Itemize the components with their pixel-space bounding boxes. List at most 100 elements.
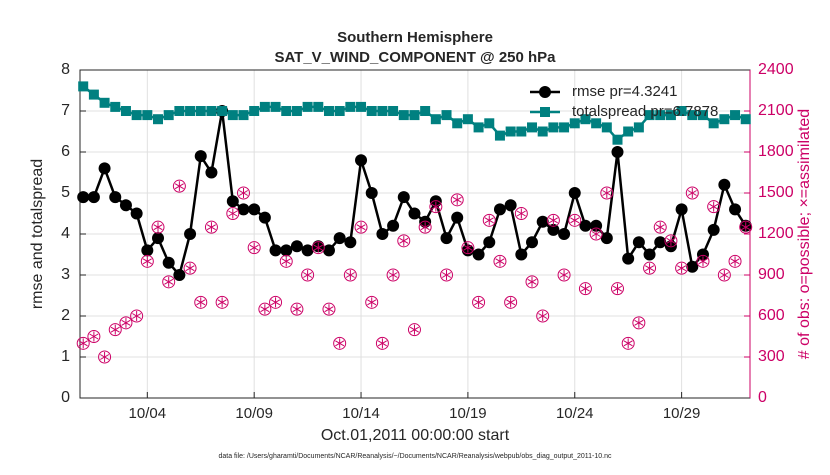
point	[109, 191, 122, 204]
point	[634, 317, 644, 328]
point	[248, 203, 261, 216]
point-stroke	[452, 196, 462, 203]
point-stroke	[484, 217, 494, 224]
point	[419, 215, 432, 228]
point	[259, 101, 270, 112]
point	[536, 309, 550, 323]
point	[301, 268, 315, 282]
point	[516, 126, 527, 137]
point	[131, 110, 142, 121]
point	[728, 254, 742, 268]
point	[98, 162, 111, 175]
point	[558, 228, 571, 240]
point	[356, 222, 366, 233]
point	[119, 316, 133, 330]
y-tick-label: 8	[61, 61, 70, 78]
point	[217, 106, 228, 116]
point	[719, 114, 730, 125]
point	[579, 219, 592, 232]
point	[407, 323, 421, 337]
point	[591, 118, 602, 129]
point	[258, 211, 271, 224]
point-stroke	[698, 258, 708, 265]
point	[290, 302, 304, 316]
point	[77, 191, 90, 204]
point-stroke	[580, 285, 590, 292]
point	[557, 268, 571, 282]
point	[493, 203, 506, 216]
point	[676, 106, 687, 116]
point	[612, 283, 623, 294]
point	[687, 188, 697, 198]
point	[292, 304, 302, 315]
point-stroke	[495, 258, 505, 265]
point	[174, 106, 185, 116]
point-stroke	[719, 272, 729, 278]
x-tick-label: 10/24	[556, 405, 594, 422]
point	[450, 193, 464, 207]
y-tick-label: 1	[61, 348, 70, 365]
y2-tick-label: 300	[758, 348, 785, 365]
point	[140, 254, 154, 268]
y2-tick-label: 600	[758, 307, 785, 324]
y2-tick-label: 0	[758, 389, 767, 406]
point	[569, 118, 580, 129]
point-stroke	[345, 272, 355, 278]
point	[356, 101, 367, 112]
y-tick-label: 6	[61, 143, 70, 160]
point	[184, 228, 197, 240]
point	[183, 261, 197, 275]
y-tick-label: 7	[61, 102, 70, 119]
point	[665, 110, 676, 121]
point	[322, 244, 335, 257]
point	[163, 110, 174, 121]
point	[333, 336, 347, 350]
point	[580, 283, 590, 294]
point-stroke	[420, 224, 430, 231]
point	[739, 220, 753, 234]
point-stroke	[516, 210, 526, 217]
point	[99, 97, 110, 108]
point	[431, 201, 441, 212]
point	[323, 106, 334, 116]
point	[504, 199, 517, 212]
point	[440, 268, 454, 282]
point	[303, 270, 313, 280]
point-stroke	[335, 340, 345, 347]
point	[227, 110, 238, 121]
point-stroke	[164, 278, 174, 285]
point	[408, 207, 421, 220]
point	[397, 234, 411, 248]
legend-marker	[539, 86, 551, 98]
point	[717, 268, 731, 282]
point	[602, 188, 612, 198]
point	[249, 106, 260, 116]
point	[313, 101, 324, 112]
point	[367, 297, 377, 308]
point	[632, 236, 645, 249]
point	[302, 101, 313, 112]
legend-label: totalspread pr=6.7878	[572, 103, 718, 120]
point	[387, 219, 400, 232]
point	[399, 235, 409, 246]
point-stroke	[559, 272, 569, 278]
point	[527, 276, 537, 287]
point	[185, 263, 195, 274]
point	[120, 106, 131, 116]
point	[463, 242, 473, 253]
point	[696, 254, 710, 268]
point	[462, 114, 473, 125]
point	[376, 228, 389, 240]
point	[578, 282, 592, 296]
point	[409, 110, 420, 121]
point-stroke	[548, 217, 558, 224]
point-stroke	[367, 299, 377, 306]
point	[269, 244, 282, 257]
point	[472, 248, 485, 261]
point	[643, 248, 656, 261]
point	[484, 118, 495, 129]
point	[355, 154, 368, 167]
point	[441, 110, 452, 121]
point	[132, 311, 142, 321]
point-stroke	[527, 278, 537, 285]
